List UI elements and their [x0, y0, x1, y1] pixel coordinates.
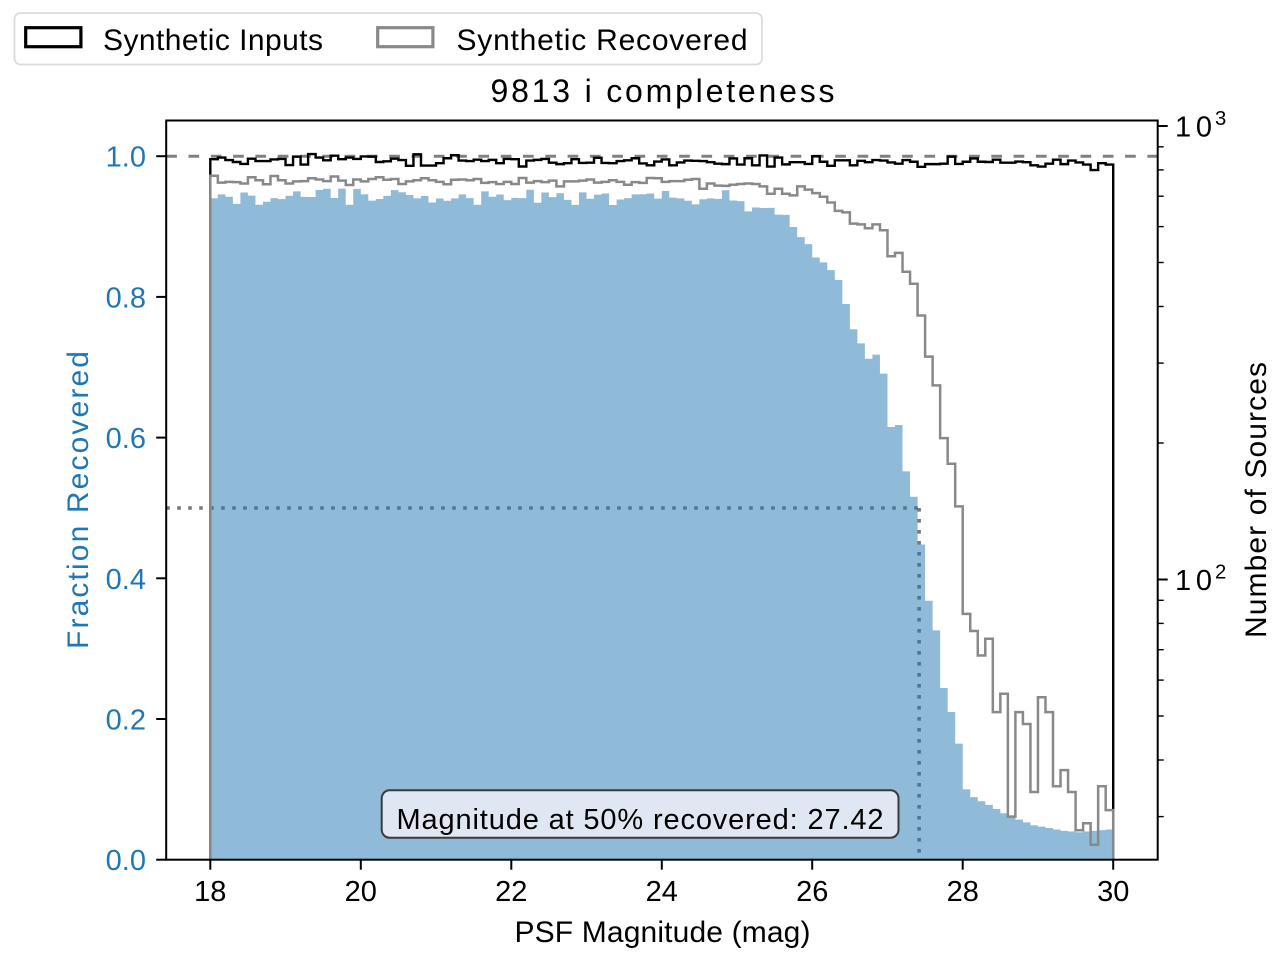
svg-text:0.2: 0.2 [106, 705, 146, 737]
svg-text:30: 30 [1097, 876, 1129, 908]
svg-text:18: 18 [194, 876, 226, 908]
svg-text:Magnitude at 50% recovered: 27: Magnitude at 50% recovered: 27.42 [397, 804, 884, 836]
svg-text:24: 24 [646, 876, 678, 908]
svg-text:28: 28 [947, 876, 979, 908]
svg-text:3: 3 [1215, 108, 1226, 130]
svg-text:2: 2 [1215, 562, 1226, 584]
svg-text:0.6: 0.6 [106, 423, 146, 455]
svg-text:1.0: 1.0 [106, 142, 146, 174]
svg-text:9813 i completeness: 9813 i completeness [491, 73, 835, 109]
svg-text:Synthetic Recovered: Synthetic Recovered [457, 24, 748, 57]
svg-text:0.8: 0.8 [106, 282, 146, 314]
svg-text:22: 22 [495, 876, 527, 908]
svg-text:20: 20 [345, 876, 377, 908]
svg-text:PSF Magnitude (mag): PSF Magnitude (mag) [515, 916, 811, 949]
svg-text:Fraction Recovered: Fraction Recovered [62, 351, 95, 649]
svg-text:26: 26 [796, 876, 828, 908]
svg-text:0.0: 0.0 [106, 845, 146, 877]
svg-text:Number of Sources: Number of Sources [1240, 362, 1273, 638]
svg-text:Synthetic Inputs: Synthetic Inputs [103, 24, 323, 57]
svg-text:0.4: 0.4 [106, 564, 146, 596]
